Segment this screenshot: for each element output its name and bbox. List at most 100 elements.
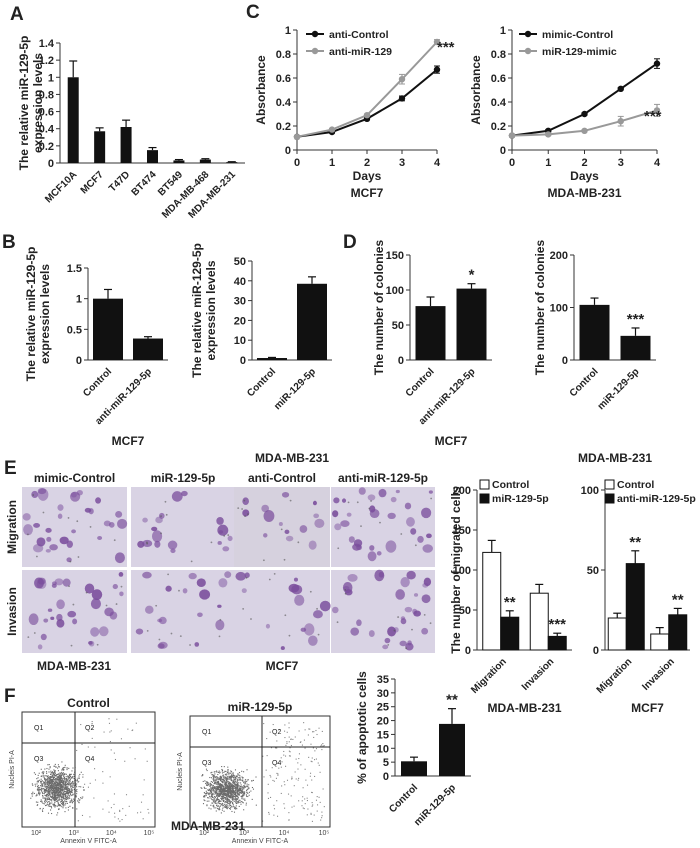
event-dot [102,782,104,784]
event-dot [63,776,65,778]
event-dot [234,769,237,771]
event-dot [41,788,43,790]
membrane-pore [76,520,79,523]
event-dot [228,799,230,801]
event-dot [223,777,225,779]
event-dot [244,798,246,800]
event-dot [62,783,64,785]
event-dot [270,747,273,749]
event-dot [46,767,48,770]
membrane-pore [72,603,75,606]
event-dot [68,796,70,798]
legend-swatch [479,493,490,504]
event-dot [233,777,235,779]
event-dot [286,731,288,733]
panel-letter-d: D [343,232,357,253]
event-dot [230,790,232,792]
event-dot [230,776,232,778]
event-dot [48,776,50,778]
event-dot [64,788,66,790]
event-dot [221,789,224,792]
event-dot [202,774,204,776]
event-dot [56,777,58,779]
event-dot [302,787,304,789]
flow-x-axis-title: Annexin V FITC-A [232,838,289,845]
event-dot [56,782,59,784]
event-dot [235,798,237,800]
stained-cell [40,633,47,641]
event-dot [49,783,51,785]
event-dot [54,794,56,796]
event-dot [230,789,232,791]
event-dot [237,783,239,785]
event-dot [231,792,233,794]
event-dot [234,783,236,785]
event-dot [208,788,210,790]
event-dot [56,781,58,783]
event-dot [216,770,218,772]
event-dot [232,801,234,803]
event-dot [238,782,240,784]
event-dot [298,753,301,755]
legend-swatch [604,479,615,490]
event-dot [242,790,244,792]
event-dot [52,771,54,773]
micrograph-column-header: mimic-Control [34,471,115,485]
event-dot [35,795,37,797]
stained-cell [90,598,101,610]
event-dot [217,794,219,796]
event-dot [314,775,316,778]
y-tick-label: 40 [234,276,246,288]
event-dot [62,786,64,788]
event-dot [225,792,227,794]
membrane-pore [262,559,265,562]
event-dot [52,777,55,779]
event-dot [239,788,242,790]
event-dot [218,800,220,802]
event-dot [277,773,279,775]
event-dot [217,779,219,781]
micrograph-column-header: anti-Control [248,471,316,485]
event-dot [303,808,305,810]
event-dot [48,798,51,800]
event-dot [50,802,52,804]
event-dot [246,769,248,771]
event-dot [224,806,226,808]
event-dot [37,788,39,790]
event-dot [43,792,45,794]
micrograph-row-header: Invasion [5,587,19,636]
event-dot [69,801,71,804]
event-dot [54,789,56,791]
event-dot [49,780,52,782]
event-dot [232,786,234,788]
event-dot [68,784,70,786]
event-dot [77,777,79,779]
event-dot [41,801,43,803]
event-dot [205,781,207,783]
event-dot [209,782,211,784]
stained-cell [291,584,303,595]
event-dot [232,788,235,790]
membrane-pore [67,517,70,519]
event-dot [216,778,218,780]
y-tick-label: 0.4 [276,97,292,109]
event-dot [221,796,223,798]
event-dot [212,802,214,804]
event-dot [46,796,48,798]
stained-cell [350,627,360,636]
event-dot [215,790,217,793]
event-dot [225,779,227,781]
event-dot [53,780,55,783]
event-dot [229,791,231,793]
legend-label: Control [617,479,654,491]
event-dot [297,779,299,781]
event-dot [36,804,38,806]
event-dot [231,787,233,789]
event-dot [62,807,64,809]
legend-label: miR-129-mimic [542,46,617,58]
stained-cell [385,540,397,553]
event-dot [210,790,212,792]
event-dot [60,801,63,803]
event-dot [41,790,43,792]
